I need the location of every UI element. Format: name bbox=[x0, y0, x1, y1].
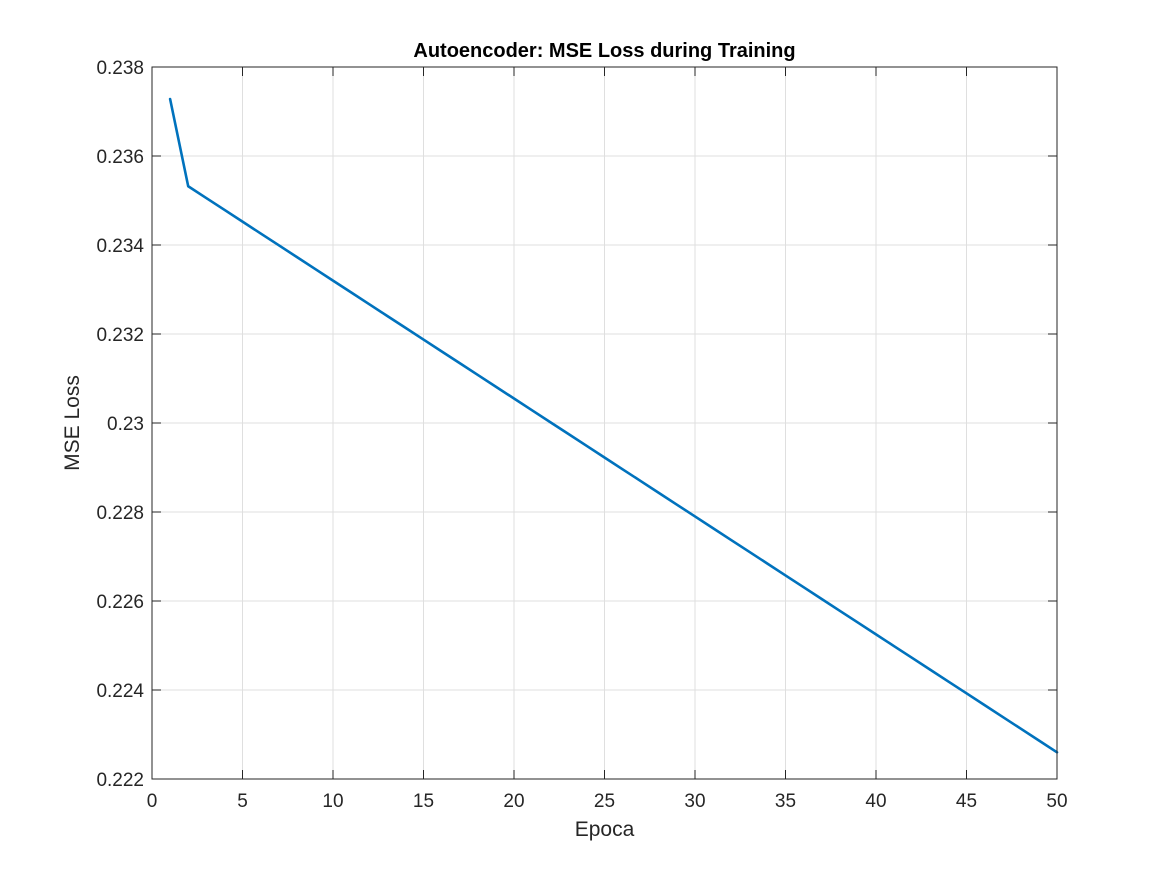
x-tick-label: 30 bbox=[684, 791, 705, 812]
y-axis-label: MSE Loss bbox=[61, 375, 84, 471]
chart-title: Autoencoder: MSE Loss during Training bbox=[413, 40, 795, 62]
x-tick-label: 20 bbox=[503, 791, 524, 812]
tick-layer bbox=[151, 66, 1058, 780]
loss-series-line bbox=[168, 97, 1059, 754]
y-tick-label: 0.224 bbox=[96, 681, 144, 702]
x-tick-label: 40 bbox=[865, 791, 886, 812]
y-tick-label: 0.232 bbox=[96, 325, 144, 346]
y-tick-label: 0.236 bbox=[96, 147, 144, 168]
y-tick-label: 0.228 bbox=[96, 503, 144, 524]
x-tick-label: 35 bbox=[775, 791, 796, 812]
y-tick-label: 0.222 bbox=[96, 770, 144, 791]
x-axis-label: Epoca bbox=[575, 818, 635, 841]
x-tick-label: 25 bbox=[594, 791, 615, 812]
x-tick-label: 10 bbox=[322, 791, 343, 812]
tick-label-layer: 0 5 10 15 20 25 30 35 40 45 50 0.222 0.224 0.226 0.228… bbox=[96, 58, 1067, 812]
x-tick-label: 5 bbox=[237, 791, 248, 812]
x-tick-label: 45 bbox=[956, 791, 977, 812]
y-tick-label: 0.23 bbox=[107, 414, 144, 435]
x-tick-label: 0 bbox=[147, 791, 158, 812]
x-tick-label: 50 bbox=[1046, 791, 1067, 812]
x-tick-label: 15 bbox=[413, 791, 434, 812]
y-tick-label: 0.226 bbox=[96, 592, 144, 613]
y-tick-label: 0.238 bbox=[96, 58, 144, 79]
y-tick-label: 0.234 bbox=[96, 236, 144, 257]
series-layer bbox=[168, 97, 1059, 754]
